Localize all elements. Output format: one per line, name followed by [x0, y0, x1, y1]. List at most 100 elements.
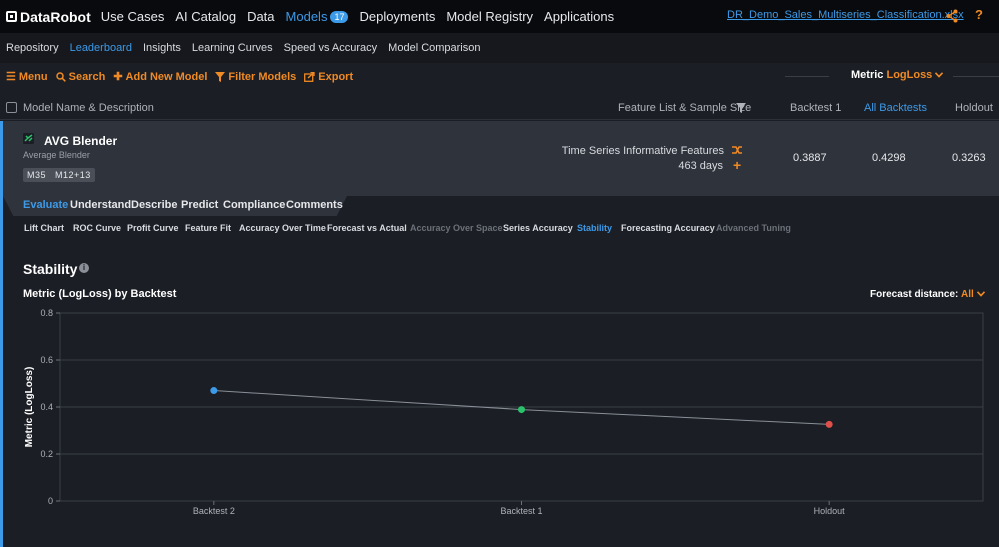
datarobot-logo[interactable]: DataRobot — [6, 9, 91, 25]
data-point — [518, 406, 525, 414]
forecast-distance-value: All — [961, 289, 974, 300]
toolbar-divider — [953, 76, 999, 77]
sub-nav: Repository Leaderboard Insights Learning… — [0, 33, 999, 63]
subtab-feature-fit[interactable]: Feature Fit — [185, 223, 232, 233]
subtab-forecast-vs-actual[interactable]: Forecast vs Actual — [327, 223, 407, 233]
add-new-model-button[interactable]: ✚ Add New Model — [113, 70, 208, 84]
nav-deployments[interactable]: Deployments — [359, 9, 436, 24]
plus-icon: ✚ — [113, 71, 123, 83]
nav-models[interactable]: Models 17 — [286, 9, 349, 24]
subtab-series-accuracy[interactable]: Series Accuracy — [503, 223, 573, 233]
tab-comments[interactable]: Comments — [286, 199, 343, 211]
search-icon — [55, 71, 66, 82]
tabs-background — [3, 196, 347, 216]
metric-label: Metric — [851, 69, 884, 81]
search-button[interactable]: Search — [55, 70, 106, 83]
x-tick-label: Backtest 2 — [193, 506, 235, 516]
subnav-learning-curves[interactable]: Learning Curves — [191, 42, 273, 54]
chevron-down-icon — [935, 72, 944, 78]
nav-ai-catalog[interactable]: AI Catalog — [175, 9, 237, 24]
select-all-checkbox[interactable] — [6, 102, 17, 113]
chart-title: Metric (LogLoss) by Backtest — [23, 288, 177, 300]
stability-chart: 0 0.2 0.4 0.6 0.8 Metric (LogLoss) Backtest 2 B… — [24, 308, 984, 516]
subnav-speed-vs-accuracy[interactable]: Speed vs Accuracy — [283, 42, 378, 54]
model-row[interactable]: AVG Blender Average Blender M35 M12+13 T… — [0, 121, 999, 196]
nav-applications[interactable]: Applications — [544, 9, 615, 24]
logo-icon — [6, 11, 17, 22]
model-tag: M35 — [27, 170, 47, 180]
info-icon[interactable]: i — [79, 263, 89, 273]
filter-icon — [215, 71, 226, 82]
menu-button[interactable]: ☰ Menu — [6, 70, 48, 84]
forecast-distance-dropdown[interactable]: All — [961, 289, 985, 300]
x-tick-label: Backtest 1 — [500, 506, 542, 516]
y-tick-label: 0.2 — [40, 449, 53, 459]
subtab-lift-chart[interactable]: Lift Chart — [24, 223, 64, 233]
metric-value: LogLoss — [886, 69, 933, 81]
chevron-down-icon — [976, 291, 985, 297]
menu-label: Menu — [18, 70, 48, 83]
filter-label: Filter Models — [228, 70, 297, 83]
add-sample-size-icon[interactable]: + — [733, 157, 742, 173]
y-axis-label: Metric (LogLoss) — [24, 367, 35, 448]
backtest1-column[interactable]: Backtest 1 — [790, 102, 842, 114]
holdout-column[interactable]: Holdout — [955, 102, 993, 114]
subnav-leaderboard[interactable]: Leaderboard — [69, 42, 132, 54]
blender-icon — [23, 133, 34, 144]
export-label: Export — [318, 70, 354, 83]
subtab-profit-curve[interactable]: Profit Curve — [127, 223, 179, 233]
feature-list-name[interactable]: Time Series Informative Features — [561, 145, 724, 157]
x-tick-label: Holdout — [814, 506, 846, 516]
column-filter-icon[interactable] — [736, 103, 746, 113]
top-nav: DataRobot Use Cases AI Catalog Data Mode… — [0, 0, 999, 33]
y-tick-label: 0.8 — [40, 308, 53, 318]
tab-predict[interactable]: Predict — [181, 199, 219, 211]
subtab-accuracy-over-time[interactable]: Accuracy Over Time — [239, 223, 326, 233]
sample-size: 463 days — [678, 160, 723, 172]
subtab-forecasting-accuracy[interactable]: Forecasting Accuracy — [621, 223, 715, 233]
add-label: Add New Model — [125, 70, 208, 83]
subtab-advanced-tuning: Advanced Tuning — [716, 223, 791, 233]
subtab-stability[interactable]: Stability — [577, 223, 613, 233]
subtab-accuracy-over-space: Accuracy Over Space — [410, 223, 503, 233]
nav-data[interactable]: Data — [247, 9, 275, 24]
section-title: Stability — [23, 261, 78, 277]
model-name[interactable]: AVG Blender — [44, 134, 118, 148]
tab-compliance[interactable]: Compliance — [223, 199, 286, 211]
project-link[interactable]: DR_Demo_Sales_Multiseries_Classification… — [727, 9, 964, 21]
models-count-badge: 17 — [330, 10, 349, 23]
search-label: Search — [68, 70, 106, 83]
toolbar-divider — [785, 76, 829, 77]
nav-use-cases[interactable]: Use Cases — [100, 9, 165, 24]
y-tick-label: 0.6 — [40, 355, 53, 365]
subtab-roc-curve[interactable]: ROC Curve — [73, 223, 122, 233]
share-icon[interactable] — [946, 9, 958, 23]
metric-selector[interactable]: Metric LogLoss — [851, 69, 944, 81]
tab-understand[interactable]: Understand — [70, 199, 132, 211]
tab-evaluate[interactable]: Evaluate — [23, 199, 69, 211]
data-point — [825, 420, 833, 428]
selected-model-accent — [0, 121, 3, 547]
tab-describe[interactable]: Describe — [131, 199, 178, 211]
export-button[interactable]: Export — [304, 71, 353, 83]
holdout-score: 0.3263 — [952, 152, 986, 164]
subnav-model-comparison[interactable]: Model Comparison — [388, 42, 481, 54]
backtest1-score: 0.3887 — [793, 152, 827, 164]
nav-model-registry[interactable]: Model Registry — [446, 9, 534, 24]
model-name-column[interactable]: Model Name & Description — [23, 102, 154, 114]
all-backtests-column[interactable]: All Backtests — [864, 102, 927, 114]
leaderboard-toolbar: ☰ Menu Search ✚ Add New Model Filter Model… — [0, 63, 999, 90]
feature-list-icon — [732, 146, 742, 154]
forecast-distance-label: Forecast distance: — [870, 289, 959, 300]
y-tick-label: 0 — [48, 496, 53, 506]
data-point — [210, 387, 218, 395]
help-icon[interactable]: ? — [975, 7, 983, 22]
subnav-repository[interactable]: Repository — [6, 42, 59, 54]
nav-models-label: Models — [285, 9, 328, 24]
leaderboard-header: Model Name & Description Feature List & … — [0, 96, 999, 120]
export-icon — [304, 71, 315, 82]
filter-models-button[interactable]: Filter Models — [215, 71, 296, 83]
feature-list-column[interactable]: Feature List & Sample Size — [618, 102, 752, 114]
subnav-insights[interactable]: Insights — [142, 42, 181, 54]
model-description: Average Blender — [23, 150, 90, 160]
